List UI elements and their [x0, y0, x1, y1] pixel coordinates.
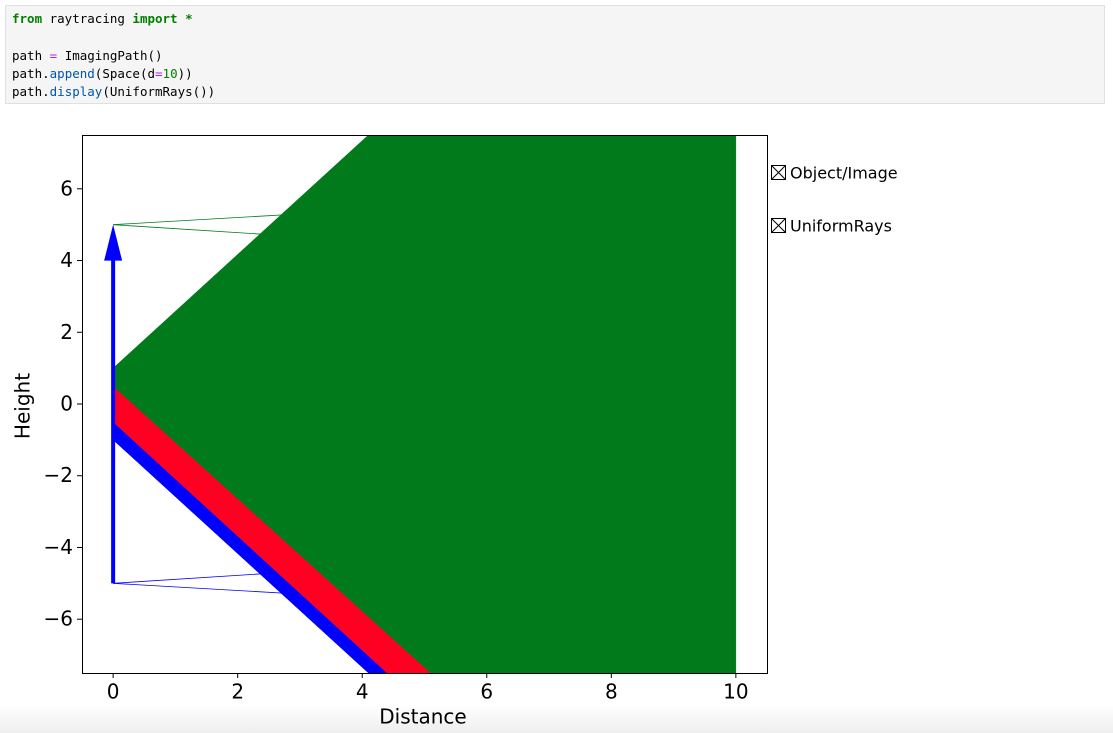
object-arrowhead: [104, 224, 123, 261]
code-token: display: [49, 84, 103, 100]
code-token: 10: [162, 65, 178, 81]
code-token: path.: [12, 84, 50, 100]
code-line: path.append(Space(d=10)): [12, 65, 1098, 83]
ray: [113, 224, 282, 236]
code-line: from raytracing import *: [12, 10, 1098, 28]
legend-label: UniformRays: [790, 217, 892, 236]
y-tick-label: −4: [44, 535, 73, 559]
code-token: path: [12, 47, 50, 63]
y-axis-label: Height: [11, 373, 35, 439]
code-token: raytracing: [42, 11, 133, 26]
x-tick-label: 10: [723, 680, 748, 704]
code-token: from: [12, 11, 43, 26]
x-tick-label: 6: [480, 680, 493, 704]
plot-area: [104, 135, 737, 673]
y-tick-label: −2: [44, 463, 73, 487]
code-token: (UniformRays()): [102, 84, 216, 100]
y-tick-label: −6: [44, 607, 73, 631]
legend-icon-cross: [771, 165, 786, 180]
axes-frame: [82, 135, 768, 674]
code-token: ImagingPath(): [57, 47, 163, 63]
code-token: import: [132, 11, 178, 26]
x-tick-label: 2: [231, 680, 244, 704]
code-token: path.: [12, 65, 50, 81]
code-token: append: [49, 65, 95, 81]
x-axis-label: Distance: [379, 705, 466, 729]
code-cell: from raytracing import * path = ImagingPa…: [5, 5, 1105, 104]
footer-shade: [0, 705, 1113, 733]
code-token: =: [155, 65, 163, 81]
code-token: (Space(d: [94, 65, 156, 81]
ray-bundle: [112, 135, 737, 673]
code-token: *: [185, 11, 193, 26]
ray: [113, 582, 300, 595]
code-line: path.display(UniformRays()): [12, 83, 1098, 101]
x-tick-label: 0: [107, 680, 120, 704]
legend-icon: [771, 165, 786, 180]
legend-label: Object/Image: [790, 164, 898, 183]
code-line: path = ImagingPath(): [12, 47, 1098, 65]
code-token: =: [49, 47, 58, 63]
ray: [113, 213, 300, 226]
y-tick-label: 2: [60, 320, 73, 344]
x-tick-label: 8: [605, 680, 618, 704]
legend-icon-cross: [771, 218, 786, 233]
x-tick-label: 4: [356, 680, 369, 704]
code-token: )): [177, 65, 193, 81]
legend-icon: [771, 218, 786, 233]
y-tick-label: 6: [60, 176, 73, 200]
y-tick-label: 4: [60, 248, 73, 272]
ray: [113, 572, 282, 584]
y-tick-label: 0: [60, 392, 73, 416]
